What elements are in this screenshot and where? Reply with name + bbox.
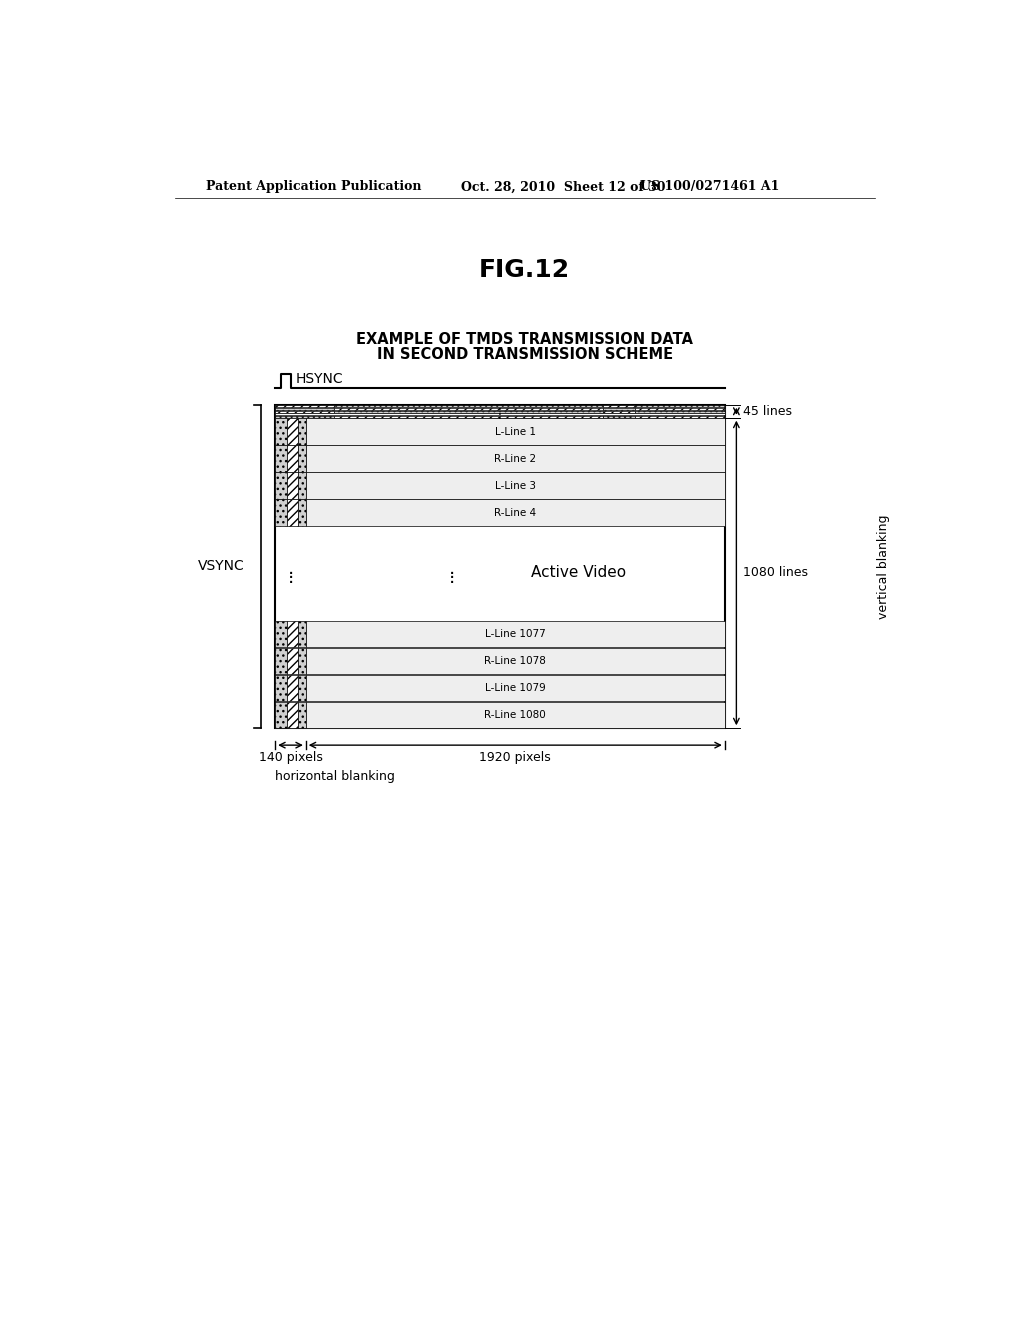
- Text: .: .: [288, 558, 294, 578]
- Bar: [298, 620, 306, 647]
- Bar: [275, 702, 287, 729]
- Text: Active Video: Active Video: [530, 565, 626, 581]
- Bar: [275, 445, 287, 471]
- Bar: [306, 675, 725, 701]
- Bar: [275, 405, 725, 729]
- Bar: [275, 473, 287, 499]
- Bar: [275, 416, 334, 417]
- Bar: [298, 473, 306, 499]
- Bar: [287, 675, 298, 701]
- Bar: [306, 648, 725, 675]
- Bar: [635, 416, 725, 417]
- Bar: [287, 648, 298, 675]
- Bar: [334, 416, 603, 417]
- Bar: [306, 620, 725, 647]
- Bar: [298, 418, 306, 445]
- Bar: [298, 648, 306, 675]
- Bar: [298, 445, 306, 471]
- Bar: [635, 408, 725, 411]
- Bar: [287, 445, 298, 471]
- Text: .: .: [450, 564, 456, 582]
- Text: HSYNC: HSYNC: [295, 372, 343, 387]
- Bar: [334, 411, 603, 413]
- Bar: [275, 405, 334, 408]
- Bar: [603, 416, 635, 417]
- Text: .: .: [450, 558, 456, 578]
- Bar: [603, 411, 635, 413]
- Bar: [635, 411, 725, 413]
- Text: L-Line 3: L-Line 3: [495, 480, 536, 491]
- Text: L-Line 1: L-Line 1: [495, 426, 536, 437]
- Bar: [603, 408, 635, 411]
- Text: R-Line 1078: R-Line 1078: [484, 656, 546, 667]
- Text: Patent Application Publication: Patent Application Publication: [206, 181, 421, 194]
- Bar: [306, 702, 725, 729]
- Bar: [275, 418, 287, 445]
- Bar: [298, 702, 306, 729]
- Bar: [275, 413, 725, 416]
- Text: L-Line 1079: L-Line 1079: [485, 682, 546, 693]
- Bar: [603, 405, 635, 408]
- Text: VSYNC: VSYNC: [198, 560, 245, 573]
- Text: vertical blanking: vertical blanking: [878, 515, 890, 619]
- Text: EXAMPLE OF TMDS TRANSMISSION DATA: EXAMPLE OF TMDS TRANSMISSION DATA: [356, 331, 693, 347]
- Text: FIG.12: FIG.12: [479, 257, 570, 282]
- Bar: [298, 499, 306, 525]
- Bar: [334, 408, 603, 411]
- Bar: [306, 445, 725, 471]
- Text: R-Line 2: R-Line 2: [495, 454, 537, 463]
- Text: US 100/0271461 A1: US 100/0271461 A1: [640, 181, 779, 194]
- Bar: [287, 620, 298, 647]
- Bar: [287, 473, 298, 499]
- Text: Oct. 28, 2010  Sheet 12 of 30: Oct. 28, 2010 Sheet 12 of 30: [461, 181, 666, 194]
- Bar: [287, 418, 298, 445]
- Bar: [287, 702, 298, 729]
- Text: R-Line 4: R-Line 4: [495, 507, 537, 517]
- Bar: [275, 675, 287, 701]
- Bar: [306, 473, 725, 499]
- Bar: [306, 418, 725, 445]
- Bar: [275, 620, 287, 647]
- Text: .: .: [288, 564, 294, 582]
- Bar: [287, 499, 298, 525]
- Bar: [306, 499, 725, 525]
- Bar: [275, 411, 334, 413]
- Bar: [275, 499, 287, 525]
- Bar: [298, 675, 306, 701]
- Text: .: .: [288, 568, 294, 587]
- Text: .: .: [450, 568, 456, 587]
- Bar: [275, 408, 334, 411]
- Bar: [275, 648, 287, 675]
- Text: horizontal blanking: horizontal blanking: [275, 770, 395, 783]
- Bar: [635, 405, 725, 408]
- Text: 140 pixels: 140 pixels: [259, 751, 323, 764]
- Text: 45 lines: 45 lines: [742, 405, 792, 417]
- Text: 1080 lines: 1080 lines: [742, 566, 808, 579]
- Text: L-Line 1077: L-Line 1077: [485, 630, 546, 639]
- Text: 1920 pixels: 1920 pixels: [479, 751, 551, 764]
- Text: ⋮: ⋮: [494, 407, 507, 421]
- Text: R-Line 1080: R-Line 1080: [484, 710, 546, 719]
- Bar: [334, 405, 603, 408]
- Text: IN SECOND TRANSMISSION SCHEME: IN SECOND TRANSMISSION SCHEME: [377, 347, 673, 362]
